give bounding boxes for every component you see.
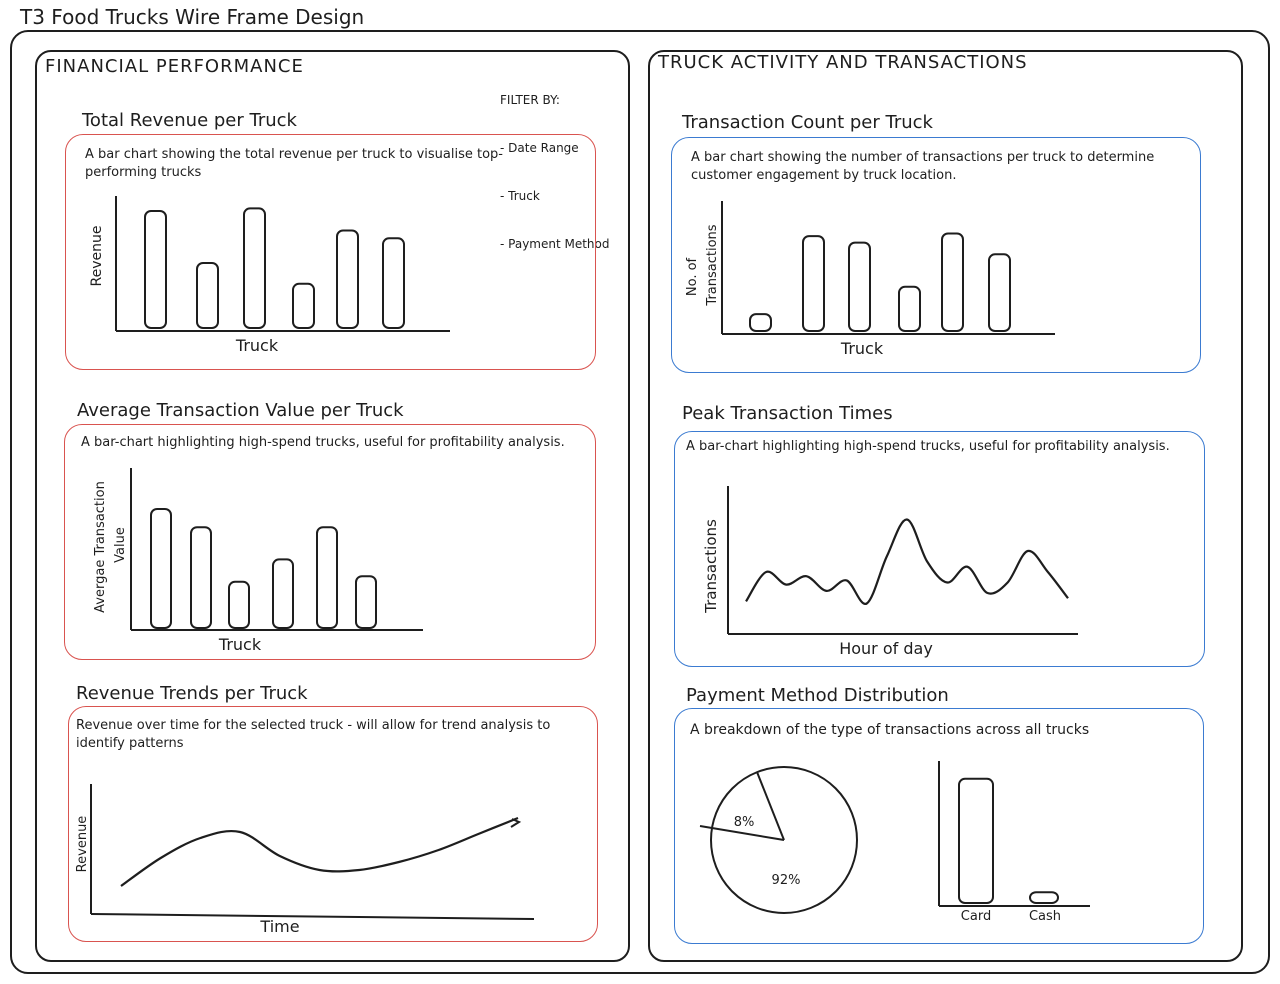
avg-transaction-title: Average Transaction Value per Truck: [77, 400, 404, 421]
truck-activity-panel: [648, 50, 1243, 962]
total-revenue-bars: [144, 207, 405, 330]
transaction-count-bars: [749, 232, 1011, 333]
revenue-trends-chart: Time Revenue: [75, 784, 535, 936]
transaction-count-bar-3: [848, 241, 871, 332]
peak-times-title: Peak Transaction Times: [682, 403, 893, 424]
payment-method-bars: [958, 777, 1059, 904]
payment-method-desc: A breakdown of the type of transactions …: [690, 722, 1090, 738]
filter-item-payment-method: - Payment Method: [500, 237, 610, 251]
revenue-trends-title: Revenue Trends per Truck: [76, 683, 308, 704]
transaction-count-bar-5: [941, 232, 964, 332]
peak-times-line: [745, 518, 1069, 605]
avg-transaction-ylabel-line2: Value: [113, 527, 128, 563]
financial-performance-panel: [35, 50, 630, 962]
payment-pie-divider-2: [699, 825, 785, 841]
payment-pie-large-label: 92%: [772, 873, 801, 888]
avg-transaction-bar-4: [272, 558, 294, 629]
peak-times-card: [674, 431, 1205, 667]
payment-pie-divider-1: [756, 771, 785, 841]
revenue-trends-card: [68, 706, 598, 942]
revenue-trends-desc: Revenue over time for the selected truck…: [76, 718, 551, 751]
payment-method-bar-1: [958, 777, 994, 904]
transaction-count-desc: A bar chart showing the number of transa…: [691, 150, 1155, 183]
transaction-count-ylabel-line1: No. of: [685, 257, 700, 296]
avg-transaction-bar-1: [150, 508, 172, 629]
revenue-trends-xlabel: Time: [259, 917, 299, 936]
avg-transaction-bar-6: [355, 575, 377, 629]
total-revenue-chart: Truck Revenue: [89, 196, 450, 355]
payment-bar-label-cash: Cash: [1029, 909, 1061, 924]
filter-item-date-range: - Date Range: [500, 141, 579, 155]
avg-transaction-chart: Truck Avergae Transaction Value: [93, 468, 423, 654]
total-revenue-desc: A bar chart showing the total revenue pe…: [85, 147, 503, 180]
filter-item-truck: - Truck: [500, 189, 540, 203]
revenue-trends-ylabel: Revenue: [75, 816, 90, 873]
revenue-trends-x-axis: [90, 913, 535, 920]
total-revenue-bar-4: [292, 282, 315, 330]
filter-heading: FILTER BY:: [500, 93, 560, 107]
payment-method-card: [674, 708, 1204, 944]
transaction-count-card: [671, 137, 1201, 373]
payment-pie-outline: [710, 766, 858, 914]
peak-times-desc: A bar-chart highlighting high-spend truc…: [686, 439, 1170, 454]
transaction-count-bar-4: [898, 285, 921, 333]
avg-transaction-desc: A bar-chart highlighting high-spend truc…: [81, 435, 565, 450]
document-title: T3 Food Trucks Wire Frame Design: [20, 5, 365, 29]
financial-performance-title: FINANCIAL PERFORMANCE: [45, 56, 304, 77]
transaction-count-xlabel: Truck: [840, 339, 884, 358]
outer-frame: [10, 30, 1270, 974]
total-revenue-xlabel: Truck: [235, 336, 279, 355]
total-revenue-ylabel: Revenue: [89, 226, 105, 287]
avg-transaction-ylabel-line1: Avergae Transaction: [93, 481, 108, 613]
truck-activity-title: TRUCK ACTIVITY AND TRANSACTIONS: [658, 52, 1028, 73]
transaction-count-title: Transaction Count per Truck: [682, 112, 933, 133]
avg-transaction-bar-5: [316, 526, 338, 629]
avg-transaction-bar-3: [228, 580, 250, 630]
total-revenue-bar-5: [336, 229, 359, 329]
payment-method-chart: 8% 92% Card Cash: [699, 761, 1090, 924]
peak-times-xlabel: Hour of day: [839, 639, 933, 658]
transaction-count-bar-6: [988, 253, 1011, 332]
payment-method-title: Payment Method Distribution: [686, 685, 949, 706]
payment-method-bar-2: [1029, 891, 1059, 904]
total-revenue-bar-1: [144, 210, 167, 329]
peak-times-chart: Hour of day Transactions: [702, 486, 1078, 658]
transaction-count-chart: Truck No. of Transactions: [685, 201, 1055, 358]
total-revenue-card: [65, 134, 596, 370]
avg-transaction-bars: [150, 508, 377, 630]
filter-box: FILTER BY: - Date Range - Truck - Paymen…: [500, 60, 610, 268]
total-revenue-bar-6: [382, 237, 405, 329]
avg-transaction-xlabel: Truck: [218, 635, 262, 654]
transaction-count-ylabel-line2: Transactions: [705, 224, 720, 306]
avg-transaction-card: [64, 424, 596, 660]
payment-bar-label-card: Card: [961, 909, 991, 924]
revenue-trends-arrowhead: [510, 818, 522, 828]
revenue-trends-line: [120, 816, 519, 887]
transaction-count-bar-2: [802, 235, 825, 332]
transaction-count-bar-1: [749, 313, 772, 333]
total-revenue-title: Total Revenue per Truck: [82, 110, 297, 131]
avg-transaction-bar-2: [190, 526, 212, 629]
total-revenue-bar-3: [243, 207, 266, 329]
payment-pie-small-label: 8%: [734, 815, 755, 830]
peak-times-ylabel: Transactions: [702, 519, 720, 614]
total-revenue-bar-2: [196, 262, 219, 329]
